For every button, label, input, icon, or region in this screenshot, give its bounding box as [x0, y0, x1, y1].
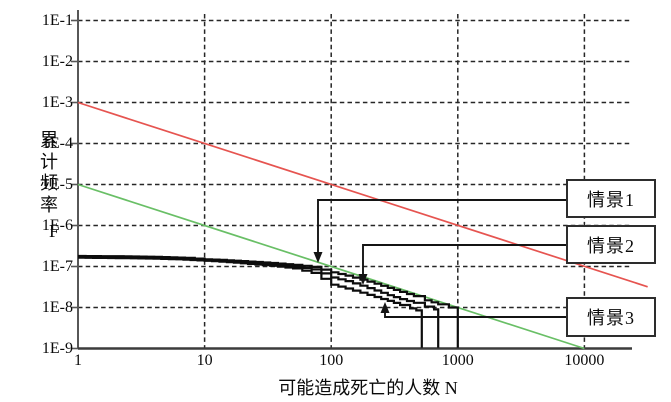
- x-tick-label-10000: 10000: [564, 352, 605, 369]
- x-tick-label-1: 1: [74, 352, 82, 369]
- y-tick-label-1E-1: 1E-1: [41, 12, 73, 29]
- legend-label-scenario-3: 情景3: [587, 308, 635, 328]
- x-tick-label-100: 100: [319, 352, 344, 369]
- callout-arrowhead-1: [313, 252, 323, 263]
- x-axis-title: 可能造成死亡的人数 N: [278, 378, 458, 398]
- legend-box-scenario-3: 情景3: [566, 297, 656, 337]
- risk-criterion-lines: [77, 101, 648, 350]
- y-tick-label-1E-2: 1E-2: [41, 53, 73, 70]
- callout-arrowhead-3: [380, 302, 390, 313]
- x-tick-label-10: 10: [196, 352, 213, 369]
- legend-box-scenario-1: 情景1: [566, 179, 656, 218]
- axes: [71, 10, 632, 350]
- y-tick-label-1E-8: 1E-8: [41, 299, 73, 316]
- fn-curve-3: [78, 256, 423, 348]
- legend-label-scenario-2: 情景2: [587, 235, 635, 256]
- y-axis-title: 累计频率: [40, 130, 58, 215]
- callout-line-2: [362, 244, 566, 275]
- callout-line-1: [317, 199, 566, 252]
- x-tick-label-1000: 1000: [441, 352, 474, 369]
- fn-curves: [78, 254, 459, 348]
- legend-label-scenario-1: 情景1: [587, 189, 635, 210]
- legend-box-scenario-2: 情景2: [566, 225, 656, 264]
- callout-arrowhead-2: [358, 274, 368, 285]
- fn-curve-2: [78, 255, 440, 348]
- y-tick-label-1E-3: 1E-3: [41, 94, 73, 111]
- gridlines: [78, 14, 631, 349]
- callout-line-3: [384, 312, 566, 318]
- y-tick-label-1E-9: 1E-9: [41, 340, 73, 357]
- y-tick-label-1E-7: 1E-7: [41, 258, 73, 275]
- legend-callout-arrows: [313, 199, 566, 318]
- y-tick-label-1E-6: 1E-6: [41, 217, 73, 234]
- y-tick-label-1E-4: 1E-4: [41, 135, 73, 152]
- y-tick-label-1E-5: 1E-5: [41, 176, 73, 193]
- y-axis-symbol: F: [48, 221, 59, 241]
